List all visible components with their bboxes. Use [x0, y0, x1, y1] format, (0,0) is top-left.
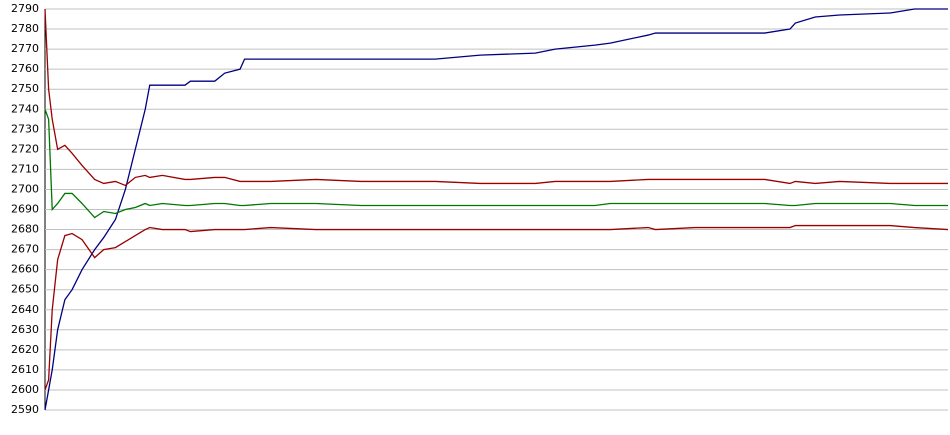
series-line: [44, 224, 949, 391]
y-tick-label: 2740: [11, 102, 39, 115]
y-tick-label: 2760: [11, 62, 39, 75]
y-tick-label: 2660: [11, 263, 39, 276]
y-tick-label: 2750: [11, 82, 39, 95]
y-tick-label: 2650: [11, 283, 39, 296]
series-line: [44, 8, 948, 411]
series-line: [44, 8, 948, 187]
y-tick-label: 2780: [11, 22, 39, 35]
y-tick-label: 2640: [11, 303, 39, 316]
y-tick-label: 2670: [11, 243, 39, 256]
y-tick-label: 2680: [11, 223, 39, 236]
y-tick-label: 2630: [11, 323, 39, 336]
y-tick-label: 2690: [11, 203, 39, 216]
y-tick-label: 2590: [11, 403, 39, 416]
y-tick-label: 2700: [11, 182, 39, 195]
y-tick-label: 2720: [11, 142, 39, 155]
y-tick-label: 2730: [11, 122, 39, 135]
y-tick-label: 2790: [11, 2, 39, 15]
y-tick-label: 2620: [11, 343, 39, 356]
series-line: [44, 109, 948, 219]
y-tick-label: 2770: [11, 42, 39, 55]
y-tick-label: 2710: [11, 162, 39, 175]
y-tick-label: 2610: [11, 363, 39, 376]
y-tick-label: 2600: [11, 383, 39, 396]
